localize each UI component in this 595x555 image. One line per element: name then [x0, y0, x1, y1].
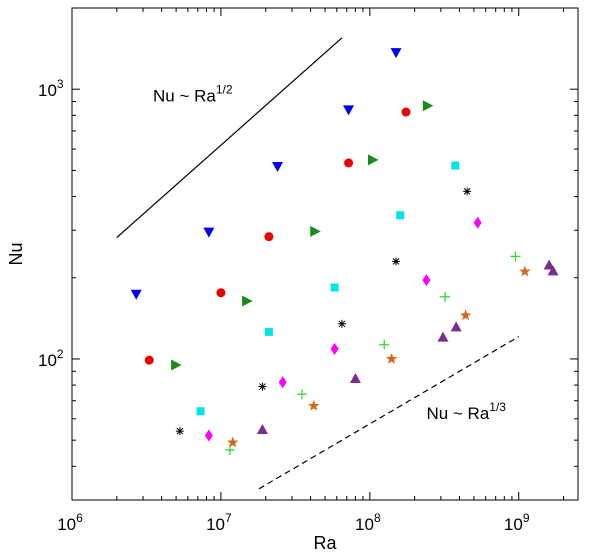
- data-point-triangle-down: [343, 105, 355, 116]
- data-point-triangle-up: [349, 372, 361, 383]
- data-point-square: [330, 283, 339, 292]
- tick-labels: 106 107 108 109 102 103: [38, 77, 530, 534]
- data-point-triangle-down: [272, 161, 284, 172]
- data-point-star: [227, 436, 239, 448]
- data-point-triangle-right: [310, 225, 321, 237]
- plot-frame: [71, 7, 579, 501]
- data-point-triangle-up: [543, 259, 555, 270]
- data-point-triangle-right: [242, 295, 253, 307]
- data-point-star: [459, 309, 472, 321]
- x-axis-label: Ra: [313, 533, 337, 553]
- x-tick-label: 109: [504, 511, 530, 534]
- x-tick-label: 108: [355, 511, 381, 534]
- data-point-diamond: [330, 342, 339, 355]
- data-point-square: [196, 407, 205, 416]
- y-tick-label: 102: [38, 347, 64, 370]
- data-point-triangle-down: [203, 227, 215, 238]
- data-point-triangle-down: [390, 48, 402, 59]
- y-tick-label: 103: [38, 77, 64, 100]
- data-point-triangle-up: [437, 331, 449, 342]
- data-point-diamond: [278, 376, 287, 389]
- data-point-asterisk: [258, 382, 267, 391]
- data-point-asterisk: [175, 427, 184, 436]
- axis-ticks: [71, 7, 578, 501]
- data-point-circle: [144, 355, 154, 365]
- data-point-plus: [379, 339, 390, 350]
- data-markers: [130, 48, 559, 455]
- data-point-asterisk: [463, 187, 472, 196]
- data-point-triangle-up: [450, 321, 462, 332]
- data-point-square: [264, 327, 273, 336]
- x-tick-label: 106: [57, 511, 83, 534]
- data-point-asterisk: [392, 257, 401, 266]
- annotations: Nu ~ Ra1/2 Nu ~ Ra1/3: [153, 83, 506, 423]
- ast-d2: [463, 188, 471, 195]
- data-point-triangle-right: [171, 359, 182, 371]
- data-point-star: [519, 265, 531, 277]
- data-point-triangle-up: [547, 265, 559, 276]
- scaling-line-third: [258, 336, 520, 490]
- data-point-asterisk: [337, 319, 346, 328]
- data-point-diamond: [422, 274, 431, 287]
- data-point-plus: [440, 291, 451, 302]
- x-tick-label: 107: [206, 511, 232, 534]
- scaling-lines: [116, 37, 520, 490]
- ast-d2: [259, 383, 266, 390]
- data-point-diamond: [473, 216, 482, 229]
- annotation-third: Nu ~ Ra1/3: [426, 400, 506, 423]
- data-point-plus: [296, 389, 307, 400]
- y-axis-label: Nu: [6, 242, 26, 265]
- data-point-circle: [264, 232, 274, 242]
- data-point-diamond: [204, 429, 213, 442]
- annotation-half: Nu ~ Ra1/2: [153, 83, 233, 106]
- ast-d2: [176, 427, 184, 435]
- data-point-triangle-right: [422, 100, 434, 112]
- data-point-plus: [510, 251, 521, 262]
- data-point-star: [385, 352, 398, 364]
- data-point-triangle-up: [256, 423, 268, 434]
- ast-d2: [392, 258, 400, 265]
- data-point-square: [396, 211, 405, 220]
- data-point-circle: [401, 107, 411, 117]
- data-point-triangle-right: [367, 154, 379, 166]
- data-point-circle: [344, 158, 354, 168]
- data-point-star: [308, 399, 320, 411]
- scaling-line-half: [116, 37, 343, 238]
- data-point-circle: [216, 288, 226, 298]
- data-point-triangle-down: [130, 289, 142, 300]
- ast-d2: [338, 320, 346, 328]
- data-point-square: [451, 161, 460, 170]
